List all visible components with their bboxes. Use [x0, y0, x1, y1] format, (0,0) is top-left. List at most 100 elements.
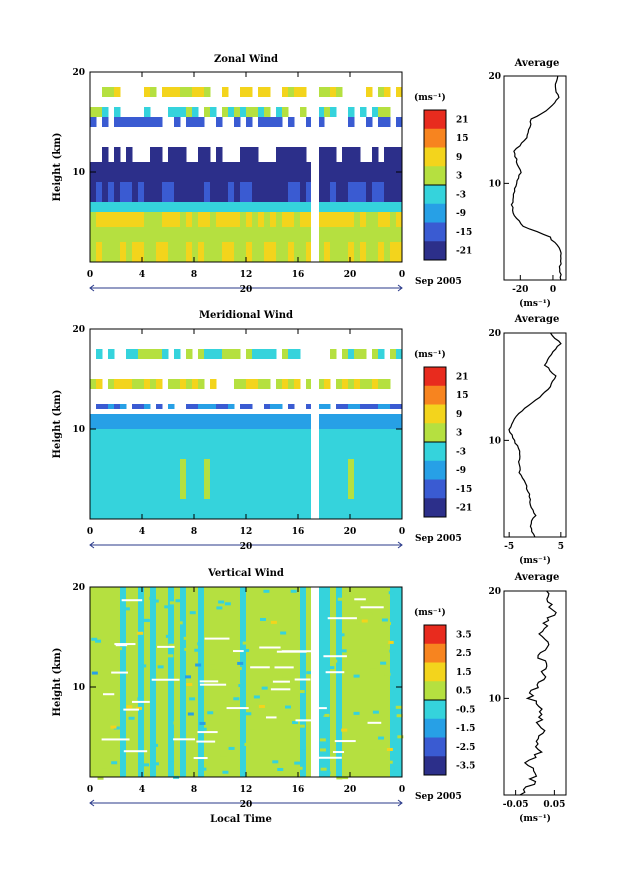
heatmap-cell — [354, 162, 361, 182]
heatmap-cell — [384, 227, 391, 242]
heatmap-cell — [144, 459, 151, 499]
heatmap-cell — [186, 429, 193, 459]
x-tick-label: 12 — [240, 785, 253, 795]
data-gap-column — [311, 587, 319, 777]
heatmap-cell — [306, 242, 313, 262]
heatmap-cell — [102, 87, 109, 97]
heatmap-cell — [386, 747, 393, 751]
heatmap-cell — [353, 674, 360, 678]
heatmap-cell — [108, 87, 115, 97]
data-gap — [360, 606, 384, 609]
colorbar-band — [424, 756, 446, 776]
heatmap-cell — [152, 599, 159, 603]
colorbar-tick-label: 3.5 — [456, 630, 472, 640]
heatmap-cell — [294, 414, 301, 429]
heatmap-cell — [277, 768, 284, 772]
heatmap-cell — [270, 459, 277, 499]
heatmap-cell — [144, 349, 151, 359]
y-tick-label: 10 — [72, 425, 85, 435]
heatmap-cell — [156, 182, 163, 202]
heatmap-cell — [359, 648, 366, 652]
heatmap-cell — [282, 674, 289, 678]
heatmap-cell — [180, 107, 187, 117]
x-tick-label: 16 — [292, 270, 305, 280]
month-label: Sep 2005 — [415, 277, 462, 287]
heatmap-cell — [354, 349, 361, 359]
heatmap-cell — [372, 349, 379, 359]
heatmap-cell — [162, 499, 169, 519]
heatmap-cell — [348, 202, 355, 212]
heatmap-cell — [270, 202, 277, 212]
heatmap-cell — [174, 429, 181, 459]
heatmap-cell — [120, 404, 127, 409]
heatmap-cell — [294, 499, 301, 519]
heatmap-cell — [168, 379, 175, 389]
heatmap-cell — [132, 499, 139, 519]
heatmap-cell — [252, 147, 259, 162]
heatmap-cell — [348, 212, 355, 227]
heatmap-cell — [218, 600, 225, 604]
heatmap-cell — [319, 748, 326, 752]
data-gap — [323, 655, 347, 658]
heatmap-cell — [298, 724, 305, 728]
heatmap-cell — [306, 202, 313, 212]
heatmap-cell — [192, 87, 199, 97]
heatmap-cell — [162, 182, 169, 202]
heatmap-cell — [194, 648, 201, 652]
heatmap-cell — [210, 182, 217, 202]
heatmap-cell — [354, 414, 361, 429]
heatmap-field — [90, 587, 404, 780]
heatmap-cell — [276, 499, 283, 519]
heatmap-cell — [138, 404, 145, 409]
heatmap-cell — [396, 202, 403, 212]
heatmap-cell — [186, 499, 193, 519]
heatmap-cell — [144, 182, 151, 202]
x-tick-label: 0 — [399, 270, 405, 280]
heatmap-cell — [222, 587, 229, 777]
heatmap-cell — [336, 162, 343, 182]
heatmap-cell — [132, 349, 139, 359]
heatmap-cell — [213, 647, 220, 651]
profile-x-tick-label: 5 — [558, 542, 564, 552]
heatmap-cell — [174, 107, 181, 117]
heatmap-cell — [222, 770, 229, 774]
heatmap-cell — [262, 647, 269, 651]
heatmap-cell — [318, 162, 325, 182]
heatmap-cell — [156, 429, 163, 459]
heatmap-cell — [348, 117, 355, 127]
x-tick-label: 4 — [139, 527, 145, 537]
heatmap-cell — [120, 499, 127, 519]
heatmap-cell — [397, 735, 404, 739]
heatmap-cell — [306, 162, 313, 182]
heatmap-cell — [198, 242, 205, 262]
heatmap-cell — [198, 87, 205, 97]
heatmap-cell — [126, 227, 133, 242]
heatmap-cell — [282, 182, 289, 202]
heatmap-cell — [126, 429, 133, 459]
x-tick-label: 0 — [399, 527, 405, 537]
heatmap-cell — [222, 414, 229, 429]
heatmap-cell — [216, 404, 223, 409]
heatmap-cell — [258, 414, 265, 429]
heatmap-cell — [246, 202, 253, 212]
heatmap-cell — [216, 227, 223, 242]
heatmap-cell — [183, 636, 190, 640]
heatmap-cell — [282, 379, 289, 389]
heatmap-cell — [396, 117, 403, 127]
heatmap-cell — [161, 682, 168, 686]
colorbar-tick-label: -2.5 — [456, 743, 475, 753]
heatmap-cell — [90, 379, 97, 389]
heatmap-cell — [384, 162, 391, 182]
heatmap-cell — [113, 726, 120, 730]
heatmap-cell — [230, 739, 237, 743]
heatmap-cell — [138, 349, 145, 359]
heatmap-cell — [318, 107, 325, 117]
heatmap-cell — [198, 414, 205, 429]
heatmap-cell — [336, 499, 343, 519]
heatmap-cell — [330, 147, 337, 162]
heatmap-cell — [234, 429, 241, 459]
heatmap-cell — [342, 162, 349, 182]
heatmap-cell — [378, 87, 385, 97]
heatmap-cell — [354, 404, 361, 409]
heatmap-cell — [132, 404, 139, 409]
